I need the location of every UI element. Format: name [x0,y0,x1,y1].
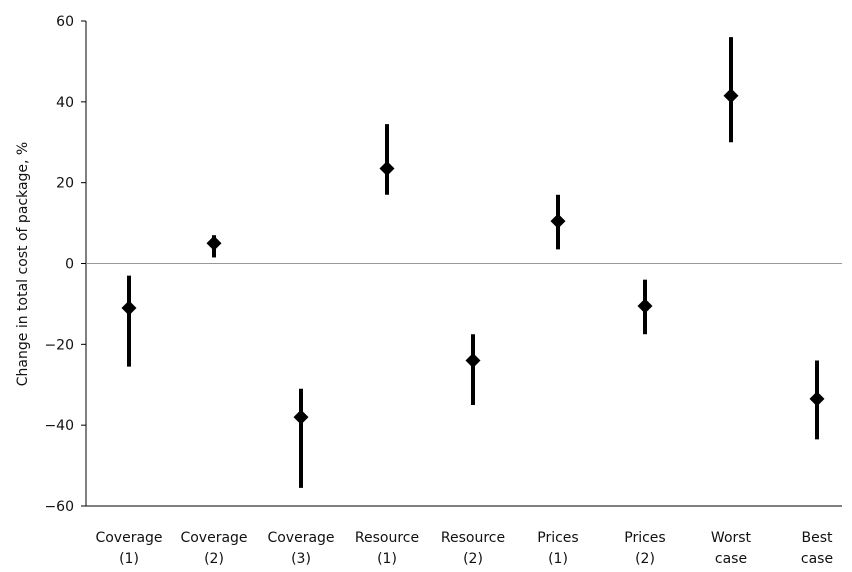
x-tick-label: Resource (1) [355,530,419,567]
x-tick-label-line: Prices [537,530,578,546]
x-tick-label-line: (1) [548,551,568,567]
x-tick-label-line: case [801,551,833,567]
x-tick-label: Prices (2) [624,530,665,567]
data-point [379,161,395,177]
x-tick-label-line: Worst [711,530,752,546]
data-point [121,300,137,316]
x-tick-label: Best case [801,530,833,567]
x-tick-label: Prices (1) [537,530,578,567]
y-tick-label: 0 [65,257,74,273]
x-tick-label-line: Resource [441,530,505,546]
x-tick-label-line: (2) [635,551,655,567]
x-tick-label-line: Coverage [180,530,247,546]
data-point [465,353,481,368]
x-tick-label-line: (2) [204,551,224,567]
x-tick-label: Coverage (1) [95,530,162,567]
x-tick-label-line: (1) [377,551,397,567]
x-tick-label-line: (3) [291,551,311,567]
x-tick-label-line: (1) [119,551,139,567]
data-point [637,298,653,314]
x-tick-label-line: Resource [355,530,419,546]
x-tick-label-line: Best [801,530,833,546]
y-axis-title: Change in total cost of package, % [15,142,31,386]
x-tick-label-line: (2) [463,551,483,567]
y-tick-label: 20 [56,176,74,192]
data-point [293,409,309,425]
x-tick-label: Coverage (3) [267,530,334,567]
x-tick-label-line: Prices [624,530,665,546]
x-tick-label: Worst case [711,530,752,567]
data-point [809,391,825,407]
data-point [206,235,222,251]
data-point [550,213,566,229]
y-tick-label: −40 [44,418,74,434]
x-tick-label-line: Coverage [95,530,162,546]
y-tick-label: 60 [56,14,74,30]
x-tick-label-line: Coverage [267,530,334,546]
x-tick-label-line: case [715,551,747,567]
x-tick-label: Resource (2) [441,530,505,567]
x-tick-label: Coverage (2) [180,530,247,567]
data-point [723,88,739,104]
y-tick-label: −20 [44,337,74,353]
y-tick-label: 40 [56,95,74,111]
data-marks [121,37,825,488]
y-tick-label: −60 [44,499,74,515]
